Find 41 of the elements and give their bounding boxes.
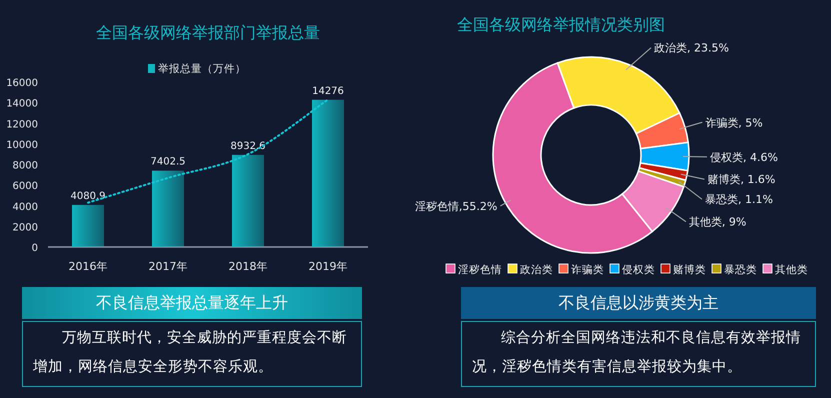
y-tick-label: 12000 (6, 119, 38, 130)
y-tick-label: 16000 (6, 78, 38, 89)
legend-label: 政治类 (520, 263, 553, 276)
x-tick-label: 2019年 (308, 260, 348, 273)
legend-label: 淫秽色情 (458, 263, 502, 276)
y-tick-label: 6000 (12, 181, 38, 192)
x-tick-label: 2016年 (68, 260, 108, 273)
legend-label: 举报总量（万件） (158, 62, 246, 75)
legend-label: 侵权类 (622, 263, 655, 276)
chart-title: 全国各级网络举报情况类别图 (457, 15, 665, 34)
x-tick-label: 2017年 (148, 260, 188, 273)
data-label: 其他类, 9% (688, 216, 746, 229)
chart-title: 全国各级网络举报部门举报总量 (96, 23, 320, 42)
data-label: 14276 (312, 86, 344, 97)
text: 万物互联时代，安全威胁的严重程度会不断增加，网络信息安全形势不容乐观。 (22, 321, 362, 387)
y-tick-label: 8000 (12, 160, 38, 172)
data-label: 4080.9 (70, 190, 106, 202)
data-label: 7402.5 (150, 156, 186, 168)
bar (232, 154, 264, 247)
legend-label: 诈骗类 (571, 263, 604, 276)
legend-label: 赌博类 (673, 263, 706, 276)
data-label: 赌博类, 1.6% (707, 173, 776, 186)
data-label: 淫秽色情,55.2% (414, 200, 498, 213)
legend-label: 暴恐类 (724, 263, 757, 276)
bar (72, 204, 104, 247)
data-label: 暴恐类, 1.1% (704, 193, 773, 206)
legend-label: 其他类 (775, 263, 808, 276)
y-tick-label: 4000 (12, 202, 38, 213)
x-tick-label: 2018年 (228, 260, 268, 273)
text: 综合分析全国网络违法和不良信息有效举报情况，淫秽色情类有害信息举报较为集中。 (461, 321, 816, 387)
y-tick-label: 2000 (12, 222, 38, 234)
data-label: 政治类, 23.5% (654, 42, 729, 55)
y-tick-label: 14000 (6, 98, 38, 110)
bar (312, 100, 344, 247)
text: 不良信息举报总量逐年上升 (22, 287, 362, 319)
y-tick-label: 0 (32, 243, 38, 254)
y-tick-label: 10000 (6, 140, 38, 151)
text: 不良信息以涉黄类为主 (461, 287, 816, 319)
data-label: 侵权类, 4.6% (710, 150, 778, 164)
data-label: 诈骗类, 5% (705, 116, 763, 130)
bar (152, 170, 184, 247)
